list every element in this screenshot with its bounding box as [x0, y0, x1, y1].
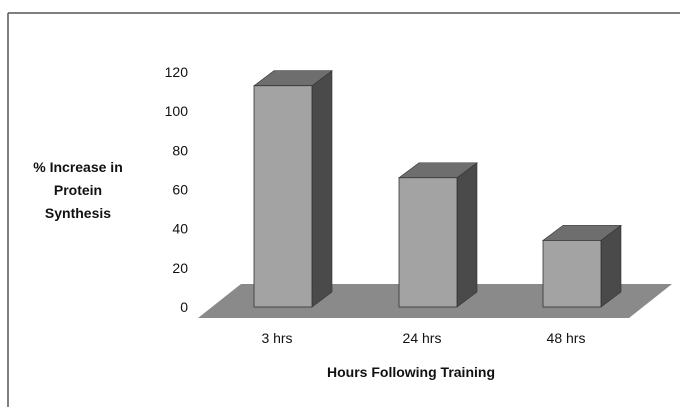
y-tick-label: 60 [172, 182, 188, 198]
bar [398, 162, 478, 308]
y-tick-label: 100 [165, 103, 189, 119]
y-tick-label: 120 [165, 64, 189, 80]
bar-front-face [398, 177, 458, 308]
x-tick-label: 48 hrs [547, 330, 586, 346]
bar [253, 70, 333, 308]
bar-side-face [456, 162, 478, 308]
y-tick-label: 80 [172, 142, 188, 158]
bar-front-face [542, 240, 602, 308]
y-axis-ticks: 0 20 40 60 80 100 120 [165, 64, 189, 315]
y-tick-label: 40 [172, 221, 188, 237]
x-tick-label: 24 hrs [403, 330, 442, 346]
bars [253, 70, 622, 308]
x-tick-label: 3 hrs [261, 330, 292, 346]
x-axis-label: Hours Following Training [327, 364, 495, 380]
x-axis-ticks: 3 hrs 24 hrs 48 hrs [261, 330, 585, 346]
y-axis-label-line-1: % Increase in [33, 159, 123, 175]
bar [542, 224, 622, 308]
y-axis-label-line-2: Protein [54, 182, 102, 198]
bar-front-face [253, 85, 313, 308]
y-axis-label-line-3: Synthesis [45, 205, 111, 221]
bar-side-face [311, 70, 333, 308]
y-tick-label: 20 [172, 260, 188, 276]
y-tick-label: 0 [180, 299, 188, 315]
